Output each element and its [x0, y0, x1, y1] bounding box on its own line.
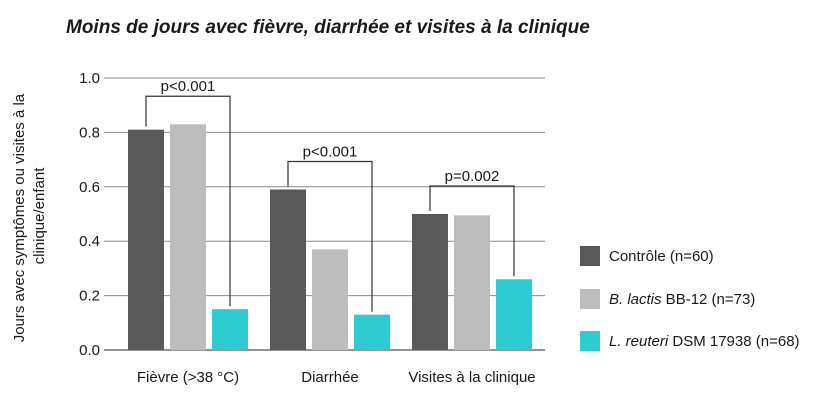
legend-label: L. reuteri DSM 17938 (n=68) — [609, 333, 800, 350]
p-value-label: p<0.001 — [161, 78, 216, 95]
legend: Contrôle (n=60) B. lactis BB-12 (n=73) L. … — [580, 246, 800, 351]
x-tick-label: Diarrhée — [301, 369, 359, 386]
y-tick-label: 0.2 — [79, 288, 100, 305]
bar — [212, 309, 248, 350]
significance-bracket — [429, 185, 515, 277]
legend-swatch — [580, 331, 600, 351]
bar — [354, 314, 390, 350]
y-axis-label-line-1: Jours avec symptômes ou visites à la — [11, 93, 28, 342]
x-tick-label: Fièvre (>38 °C) — [137, 369, 239, 386]
legend-label: B. lactis BB-12 (n=73) — [609, 291, 755, 308]
p-value-label: p<0.001 — [303, 144, 358, 161]
y-axis-label: Jours avec symptômes ou visites à la cli… — [11, 90, 48, 343]
y-tick-label: 0.0 — [79, 342, 100, 359]
chart-title: Moins de jours avec fièvre, diarrhée et … — [66, 17, 590, 38]
y-tick-label: 0.6 — [79, 179, 100, 196]
p-value-label: p=0.002 — [445, 168, 500, 185]
significance-bracket — [145, 95, 231, 307]
bar — [270, 189, 306, 350]
bar — [412, 214, 448, 350]
bar — [170, 124, 206, 351]
y-tick-label: 0.4 — [79, 233, 100, 250]
legend-swatch — [580, 289, 600, 309]
x-tick-label: Visites à la clinique — [408, 369, 535, 386]
x-tick-labels: Fièvre (>38 °C) Diarrhée Visites à la clin… — [137, 369, 536, 386]
bar — [454, 215, 490, 350]
significance-brackets: p<0.001 p<0.001 p=0.002 — [145, 78, 515, 312]
y-axis-label-line-2: clinique/enfant — [31, 167, 48, 265]
bar — [128, 129, 164, 350]
y-tick-label: 1.0 — [79, 70, 100, 87]
y-tick-label: 0.8 — [79, 124, 100, 141]
bar — [312, 249, 348, 350]
significance-bracket — [287, 160, 373, 312]
legend-label: Contrôle (n=60) — [609, 248, 714, 265]
bar — [496, 279, 532, 350]
legend-swatch — [580, 246, 600, 266]
bars-layer — [128, 124, 532, 351]
